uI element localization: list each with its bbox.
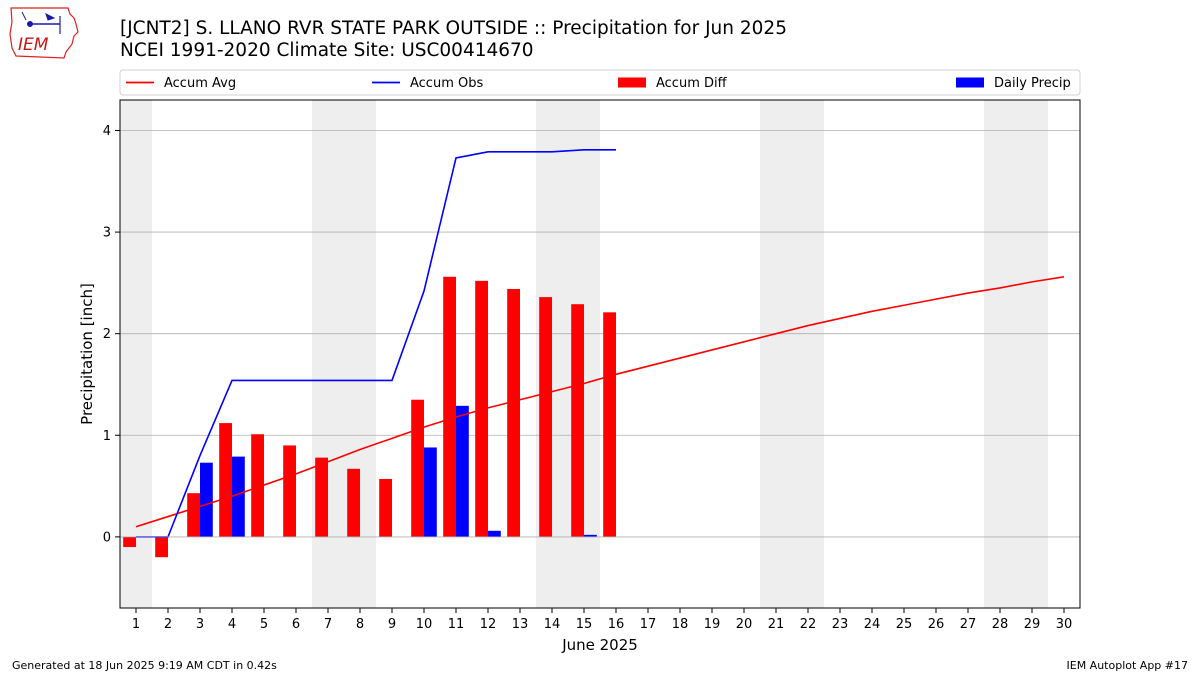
x-tick-label: 19 [704,617,721,632]
x-tick-label: 12 [480,617,497,632]
x-tick-label: 3 [196,617,204,632]
iem-logo: IEM [9,7,79,59]
accum-diff-bar [507,288,520,537]
x-tick-label: 7 [324,617,332,632]
weekend-shade [792,100,824,608]
legend-label: Accum Diff [656,76,728,91]
x-tick-label: 10 [416,617,433,632]
x-tick-label: 26 [928,617,945,632]
x-tick-label: 17 [640,617,657,632]
x-tick-label: 25 [896,617,913,632]
iowa-outline-icon [9,7,79,59]
generated-footer: Generated at 18 Jun 2025 9:19 AM CDT in … [12,659,277,672]
daily-precip-bar [488,530,501,537]
daily-precip-bar [232,456,245,537]
accum-diff-bar [187,493,200,537]
accum-avg-line [135,275,1065,528]
plot-frame [119,99,1081,609]
accum-diff-bar [283,445,296,537]
y-tick-label: 3 [103,226,111,241]
weather-station-icon [21,11,61,34]
legend-label: Daily Precip [994,76,1071,91]
x-tick-label: 14 [544,617,561,632]
app-footer: IEM Autoplot App #17 [1066,659,1189,672]
x-tick-label: 22 [800,617,817,632]
x-tick-label: 4 [228,617,236,632]
accum-diff-bar [411,399,424,537]
legend-swatch-bar [618,77,646,88]
weekend-shade [120,100,152,608]
chart-subtitle: NCEI 1991-2020 Climate Site: USC00414670 [120,40,534,61]
accum-diff-bar [379,478,392,537]
x-tick-label: 18 [672,617,689,632]
y-tick-label: 0 [103,530,111,545]
accum-diff-bar [539,297,552,537]
accum-diff-bar [571,304,584,537]
x-axis-label: June 2025 [561,636,638,654]
daily-precip-bar [424,447,437,537]
x-tick-label: 15 [576,617,593,632]
x-tick-label: 29 [1024,617,1041,632]
accum-diff-bar [347,468,360,537]
accum-diff-bar [123,536,136,548]
daily-precip-bar [200,462,213,537]
accum-diff-bar [443,276,456,537]
x-tick-label: 11 [448,617,465,632]
legend-swatch-bar [956,77,984,88]
y-tick-label: 4 [103,124,111,139]
x-tick-label: 5 [260,617,268,632]
x-tick-label: 2 [164,617,172,632]
chart-title: [JCNT2] S. LLANO RVR STATE PARK OUTSIDE … [120,18,787,39]
weekend-shade [1016,100,1048,608]
x-tick-label: 6 [292,617,300,632]
legend-label: Accum Avg [164,76,236,91]
accum-diff-bar [603,312,616,537]
accum-diff-bar [219,423,232,537]
legend-box [119,69,1081,96]
x-tick-label: 9 [388,617,396,632]
weekend-shade [760,100,792,608]
x-tick-label: 28 [992,617,1009,632]
y-axis-label: Precipitation [inch] [78,283,96,425]
accum-diff-bar [251,434,264,537]
x-tick-label: 8 [356,617,364,632]
y-tick-label: 2 [103,327,111,342]
legend-label: Accum Obs [410,76,483,91]
accum-diff-bar [155,536,168,558]
accum-diff-bar [315,457,328,537]
weekend-shade [984,100,1016,608]
x-tick-label: 21 [768,617,785,632]
x-tick-label: 27 [960,617,977,632]
y-tick-label: 1 [103,429,111,444]
x-tick-label: 16 [608,617,625,632]
daily-precip-bar [584,534,597,537]
x-tick-label: 24 [864,617,881,632]
x-tick-label: 20 [736,617,753,632]
accum-obs-line [136,148,616,538]
x-tick-label: 23 [832,617,849,632]
daily-precip-bar [456,405,469,537]
x-tick-label: 13 [512,617,529,632]
logo-text: IEM [18,35,49,55]
x-tick-label: 30 [1056,617,1073,632]
x-tick-label: 1 [132,617,140,632]
